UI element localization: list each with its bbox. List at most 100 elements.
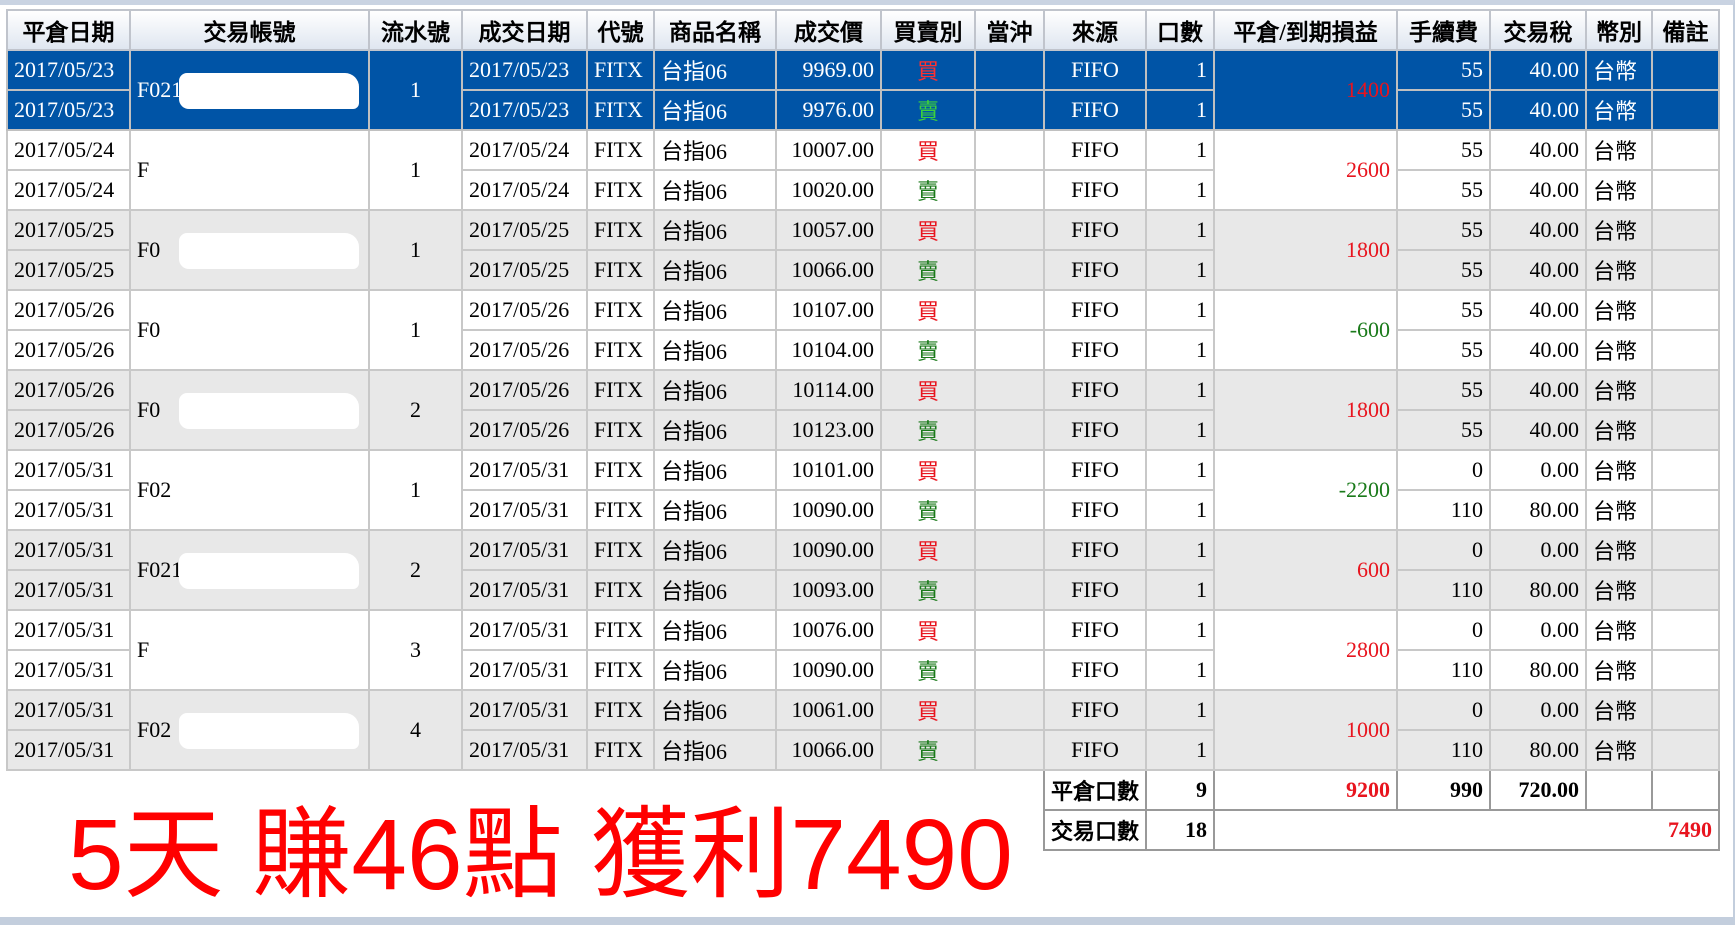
note — [1651, 449, 1721, 491]
contract-code: FITX — [586, 489, 655, 531]
close-pnl-total: 9200 — [1213, 769, 1399, 811]
fee: 55 — [1396, 129, 1492, 171]
quantity: 1 — [1145, 569, 1216, 611]
column-header-qty[interactable]: 口數 — [1145, 9, 1216, 51]
column-header-tax[interactable]: 交易稅 — [1489, 9, 1588, 51]
table-row[interactable]: 2017/05/31 F 3 2017/05/31 FITX 台指06 10076.00 買 F… — [6, 609, 1721, 691]
note — [1651, 409, 1721, 451]
table-row[interactable]: 2017/05/24 2017/05/24 FITX 台指06 10020.00 賣 FIF… — [6, 169, 1721, 211]
spacer — [7, 810, 1044, 850]
column-header-close-date[interactable]: 平倉日期 — [6, 9, 131, 51]
trade-price: 9976.00 — [775, 89, 882, 131]
buy-sell-side: 買 — [880, 369, 976, 411]
table-row[interactable]: 2017/05/25 2017/05/25 FITX 台指06 10066.00 賣 FIF… — [6, 249, 1721, 291]
column-header-daytrade[interactable]: 當沖 — [974, 9, 1045, 51]
source: FIFO — [1042, 649, 1148, 691]
table-row[interactable]: 2017/05/31 F021 2 2017/05/31 FITX 台指06 10090.0… — [6, 529, 1721, 611]
redaction-mask — [179, 313, 359, 349]
table-row[interactable]: 2017/05/23 2017/05/23 FITX 台指06 9976.00 賣 FIFO… — [6, 89, 1721, 131]
column-header-note[interactable]: 備註 — [1651, 9, 1721, 51]
table-row[interactable]: 2017/05/26 2017/05/26 FITX 台指06 10104.00 賣 FIF… — [6, 329, 1721, 371]
profit-loss: 1400 — [1213, 49, 1399, 131]
close-date: 2017/05/24 — [6, 129, 131, 171]
trade-date: 2017/05/24 — [461, 129, 588, 171]
serial-number: 2 — [368, 529, 463, 611]
trade-date: 2017/05/26 — [461, 369, 588, 411]
contract-code: FITX — [586, 729, 655, 771]
note — [1651, 729, 1721, 771]
close-date: 2017/05/31 — [6, 649, 131, 691]
column-header-code[interactable]: 代號 — [586, 9, 655, 51]
table-row[interactable]: 2017/05/31 F02 4 2017/05/31 FITX 台指06 10061.00… — [6, 689, 1721, 771]
product-name: 台指06 — [653, 369, 777, 411]
table-row[interactable]: 2017/05/25 F0 1 2017/05/25 FITX 台指06 10057.00 買… — [6, 209, 1721, 291]
column-header-pnl[interactable]: 平倉/到期損益 — [1213, 9, 1399, 51]
tax: 40.00 — [1489, 89, 1588, 131]
table-row[interactable]: 2017/05/26 2017/05/26 FITX 台指06 10123.00 賣 FIF… — [6, 409, 1721, 451]
column-header-serial[interactable]: 流水號 — [368, 9, 463, 51]
table-row[interactable]: 2017/05/31 2017/05/31 FITX 台指06 10090.00 賣 FIF… — [6, 649, 1721, 691]
product-name: 台指06 — [653, 209, 777, 251]
column-header-product[interactable]: 商品名稱 — [653, 9, 777, 51]
currency: 台幣 — [1585, 129, 1654, 171]
table-row[interactable]: 2017/05/26 F0 1 2017/05/26 FITX 台指06 10107.00 買… — [6, 289, 1721, 371]
trade-price: 10057.00 — [775, 209, 882, 251]
trade-date: 2017/05/31 — [461, 449, 588, 491]
empty — [1651, 769, 1721, 811]
account-number: F — [129, 609, 370, 691]
trade-qty-total: 18 — [1145, 809, 1216, 851]
close-date: 2017/05/24 — [6, 169, 131, 211]
table-row[interactable]: 2017/05/31 2017/05/31 FITX 台指06 10090.00 賣 FIF… — [6, 489, 1721, 531]
fee: 55 — [1396, 409, 1492, 451]
column-header-currency[interactable]: 幣別 — [1585, 9, 1654, 51]
close-date: 2017/05/25 — [6, 209, 131, 251]
source: FIFO — [1042, 609, 1148, 651]
note — [1651, 169, 1721, 211]
redaction-mask — [179, 553, 359, 589]
table-row[interactable]: 2017/05/31 2017/05/31 FITX 台指06 10093.00 賣 FIF… — [6, 569, 1721, 611]
tax: 0.00 — [1489, 449, 1588, 491]
note — [1651, 609, 1721, 651]
table-row[interactable]: 2017/05/24 F 1 2017/05/24 FITX 台指06 10007.00 買 F… — [6, 129, 1721, 211]
table-row[interactable]: 2017/05/23 F021 1 2017/05/23 FITX 台指06 9969.00… — [6, 49, 1721, 131]
quantity: 1 — [1145, 129, 1216, 171]
column-header-price[interactable]: 成交價 — [775, 9, 882, 51]
profit-banner: 5天 賺46點 獲利7490 — [68, 799, 1013, 911]
table-row[interactable]: 2017/05/26 F0 2 2017/05/26 FITX 台指06 10114.00 買… — [6, 369, 1721, 451]
trade-date: 2017/05/31 — [461, 569, 588, 611]
close-date: 2017/05/31 — [6, 569, 131, 611]
fee: 110 — [1396, 569, 1492, 611]
table-row[interactable]: 2017/05/31 F02 1 2017/05/31 FITX 台指06 10101.00… — [6, 449, 1721, 531]
currency: 台幣 — [1585, 649, 1654, 691]
contract-code: FITX — [586, 689, 655, 731]
account-number: F021 — [129, 49, 370, 131]
serial-number: 4 — [368, 689, 463, 771]
column-header-account[interactable]: 交易帳號 — [129, 9, 370, 51]
table-row[interactable]: 2017/05/31 2017/05/31 FITX 台指06 10066.00 賣 FIF… — [6, 729, 1721, 771]
quantity: 1 — [1145, 529, 1216, 571]
close-date: 2017/05/26 — [6, 369, 131, 411]
product-name: 台指06 — [653, 409, 777, 451]
currency: 台幣 — [1585, 489, 1654, 531]
column-header-source[interactable]: 來源 — [1042, 9, 1148, 51]
trade-price: 10093.00 — [775, 569, 882, 611]
account-number-text: F02 — [137, 717, 172, 742]
column-header-side[interactable]: 買賣別 — [880, 9, 976, 51]
trade-price: 10104.00 — [775, 329, 882, 371]
spacer — [7, 770, 1044, 810]
tax: 40.00 — [1489, 329, 1588, 371]
currency: 台幣 — [1585, 289, 1654, 331]
currency: 台幣 — [1585, 569, 1654, 611]
fee: 55 — [1396, 89, 1492, 131]
account-number: F0 — [129, 209, 370, 291]
product-name: 台指06 — [653, 649, 777, 691]
note — [1651, 329, 1721, 371]
column-header-fee[interactable]: 手續費 — [1396, 9, 1492, 51]
contract-code: FITX — [586, 289, 655, 331]
fee: 55 — [1396, 209, 1492, 251]
daytrade-flag — [974, 89, 1045, 131]
tax: 40.00 — [1489, 209, 1588, 251]
column-header-trade-date[interactable]: 成交日期 — [461, 9, 588, 51]
note — [1651, 489, 1721, 531]
source: FIFO — [1042, 369, 1148, 411]
